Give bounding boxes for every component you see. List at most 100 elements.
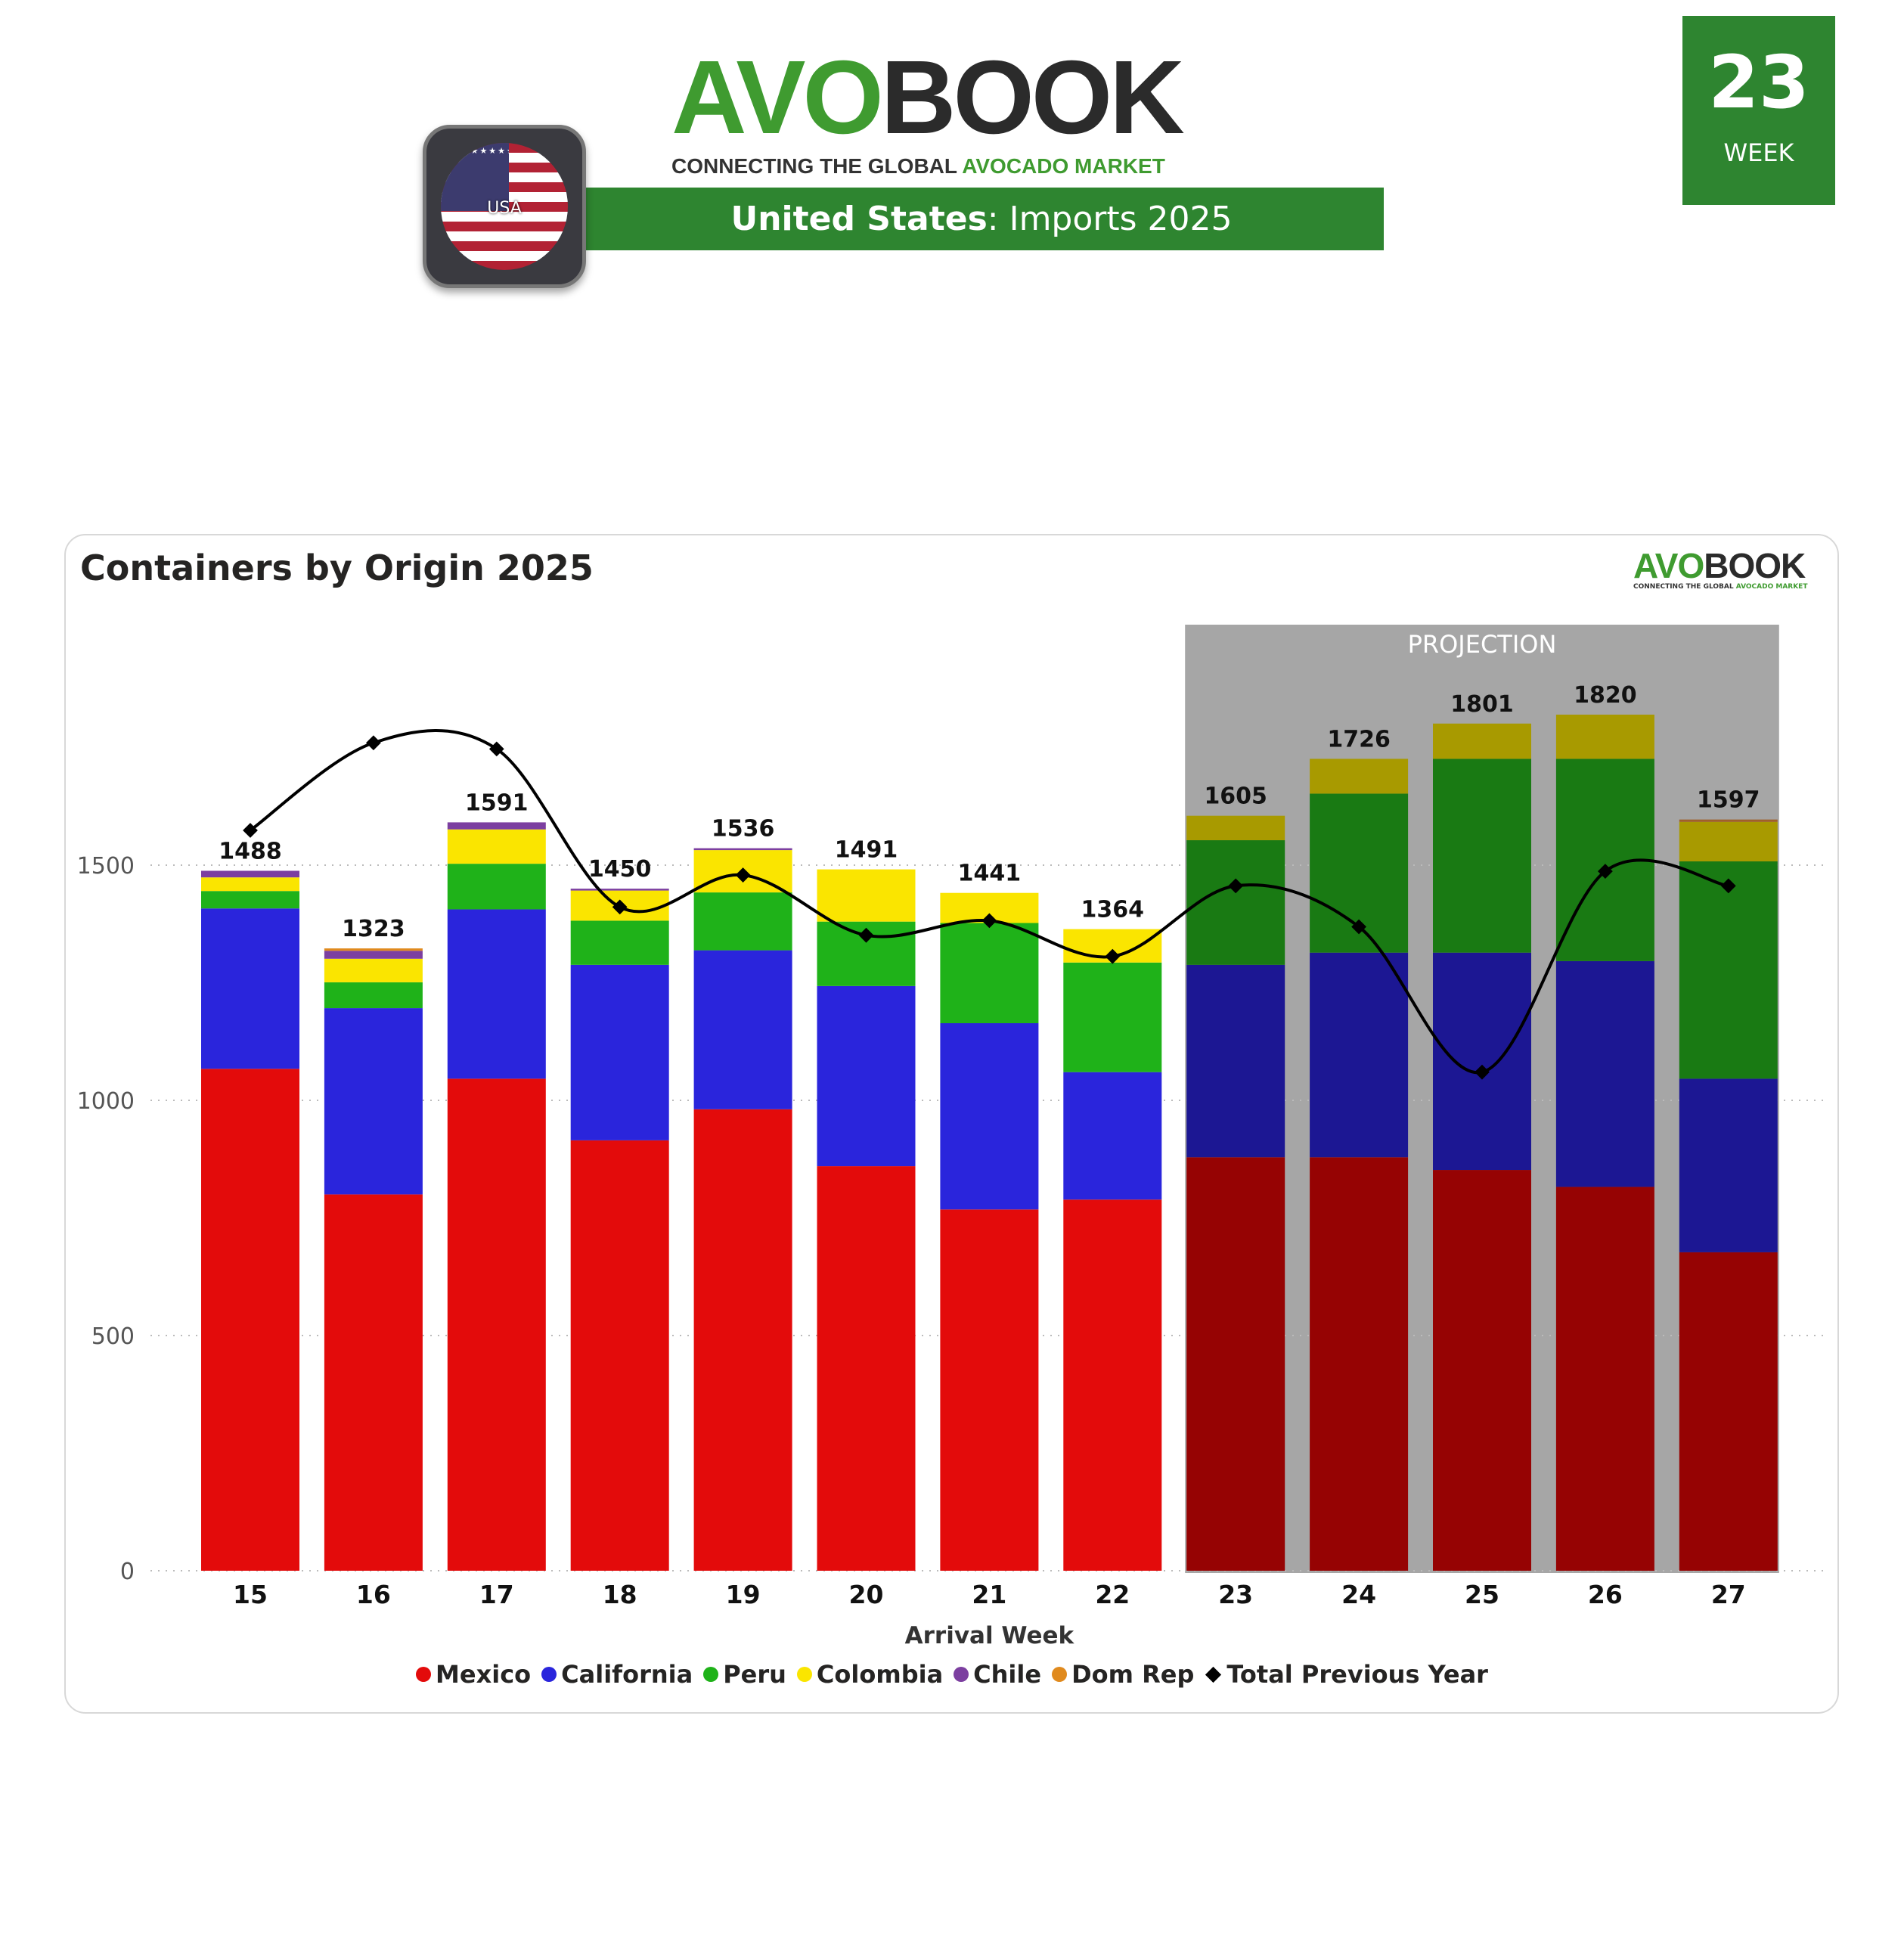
previous-year-marker	[243, 823, 258, 838]
mini-tagline: CONNECTING THE GLOBAL	[1633, 583, 1736, 591]
bar-segment-california	[1555, 960, 1654, 1187]
legend-dot-icon	[541, 1667, 557, 1682]
previous-year-marker	[612, 899, 628, 915]
week-label: WEEK	[1723, 138, 1794, 167]
bar-segment-mexico	[447, 1078, 546, 1571]
bar-segment-california	[324, 1008, 423, 1195]
bar-segment-california	[693, 950, 792, 1109]
legend-dot-icon	[1052, 1667, 1068, 1682]
legend-item[interactable]: Dom Rep	[1052, 1660, 1194, 1689]
previous-year-marker	[858, 927, 874, 943]
bar-segment-california	[447, 909, 546, 1079]
bar-segment-california	[940, 1022, 1039, 1210]
x-tick-label: 21	[972, 1580, 1006, 1609]
previous-year-marker	[1720, 878, 1736, 894]
x-axis-title: Arrival Week	[905, 1622, 1075, 1649]
total-data-label: 1450	[588, 856, 652, 883]
legend-dot-icon	[796, 1667, 812, 1682]
total-data-label: 1726	[1327, 726, 1391, 752]
legend-label: California	[561, 1660, 693, 1689]
bar-segment-mexico	[817, 1166, 916, 1571]
legend-label: Mexico	[436, 1660, 532, 1689]
legend-diamond-icon	[1205, 1666, 1222, 1683]
x-tick-label: 17	[479, 1580, 514, 1609]
total-data-label: 1820	[1574, 682, 1637, 709]
bar-segment-california	[1433, 952, 1531, 1171]
x-tick-label: 23	[1218, 1580, 1253, 1609]
legend-item[interactable]: Colombia	[796, 1660, 944, 1689]
bar-segment-mexico	[693, 1109, 792, 1571]
legend-label: Chile	[973, 1660, 1042, 1689]
mini-tagline-accent: AVOCADO MARKET	[1735, 583, 1808, 591]
title-banner: United States: Imports 2025	[579, 188, 1384, 250]
bar-segment-peru	[570, 920, 669, 965]
bar-segment-california	[1310, 952, 1409, 1158]
week-number: 23	[1708, 40, 1809, 125]
tagline: CONNECTING THE GLOBAL	[671, 154, 963, 178]
total-data-label: 1591	[465, 790, 529, 816]
x-tick-label: 19	[726, 1580, 761, 1609]
bar-segment-peru	[1679, 861, 1778, 1079]
legend-label: Peru	[723, 1660, 786, 1689]
chart-legend: Mexico California Peru Colombia Chile Dom Rep…	[0, 1660, 1904, 1689]
bar-segment-california	[570, 964, 669, 1140]
bar-segment-colombia	[1555, 714, 1654, 759]
x-tick-label: 26	[1588, 1580, 1623, 1609]
bar-segment-colombia	[201, 877, 299, 892]
bar-segment-dom-rep	[1679, 819, 1778, 822]
bar-segment-colombia	[447, 829, 546, 864]
x-tick-label: 27	[1711, 1580, 1746, 1609]
previous-year-marker	[488, 741, 504, 757]
total-data-label: 1441	[958, 861, 1022, 887]
y-tick-label: 1500	[77, 853, 135, 880]
chart-title: Containers by Origin 2025	[80, 548, 594, 588]
bar-segment-mexico	[1679, 1252, 1778, 1571]
bar-segment-peru	[1433, 759, 1531, 953]
legend-dot-icon	[416, 1667, 432, 1682]
legend-item[interactable]: Mexico	[416, 1660, 531, 1689]
legend-label: Dom Rep	[1071, 1660, 1195, 1689]
country-name: United States	[730, 200, 988, 238]
bar-segment-chile	[201, 870, 299, 878]
x-tick-label: 20	[849, 1580, 884, 1609]
bar-segment-colombia	[1310, 759, 1409, 794]
flag-badge: ★★★★★★★★★★★★★★★★★★★★★★★★★★★★★★USA	[423, 125, 586, 288]
y-tick-label: 0	[120, 1559, 135, 1585]
bar-segment-peru	[447, 864, 546, 910]
previous-year-marker	[366, 735, 381, 751]
flag-label: USA	[487, 199, 522, 218]
total-data-label: 1536	[712, 816, 775, 842]
legend-item[interactable]: Total Previous Year	[1205, 1660, 1488, 1689]
avobook-mini-logo: AVOBOOK CONNECTING THE GLOBAL AVOCADO MA…	[1633, 548, 1822, 591]
tagline-accent: AVOCADO MARKET	[962, 154, 1165, 178]
previous-year-marker	[981, 913, 997, 929]
previous-year-marker	[1351, 919, 1366, 935]
bar-segment-mexico	[201, 1069, 299, 1571]
legend-label: Colombia	[816, 1660, 944, 1689]
legend-label: Total Previous Year	[1226, 1660, 1488, 1689]
legend-item[interactable]: Peru	[703, 1660, 786, 1689]
bar-segment-mexico	[1063, 1199, 1162, 1571]
bar-segment-peru	[1063, 962, 1162, 1072]
x-tick-label: 25	[1465, 1580, 1499, 1609]
bar-segment-mexico	[940, 1209, 1039, 1571]
bar-segment-mexico	[324, 1194, 423, 1571]
bar-segment-california	[1186, 964, 1285, 1158]
bar-segment-peru	[940, 923, 1039, 1023]
legend-item[interactable]: California	[541, 1660, 693, 1689]
usa-flag-icon: ★★★★★★★★★★★★★★★★★★★★★★★★★★★★★★USA	[441, 143, 568, 270]
bar-segment-mexico	[1310, 1157, 1409, 1571]
bar-segment-colombia	[1433, 723, 1531, 759]
logo-book: BOOK	[880, 39, 1185, 156]
previous-year-marker	[735, 867, 751, 883]
legend-dot-icon	[703, 1667, 719, 1682]
bar-segment-peru	[693, 892, 792, 951]
legend-item[interactable]: Chile	[954, 1660, 1041, 1689]
mini-logo-book: BOOK	[1704, 546, 1806, 585]
bar-segment-colombia	[817, 869, 916, 922]
total-data-label: 1323	[342, 916, 405, 942]
bar-segment-peru	[1186, 840, 1285, 965]
bar-segment-mexico	[570, 1140, 669, 1571]
total-data-label: 1597	[1697, 787, 1760, 814]
